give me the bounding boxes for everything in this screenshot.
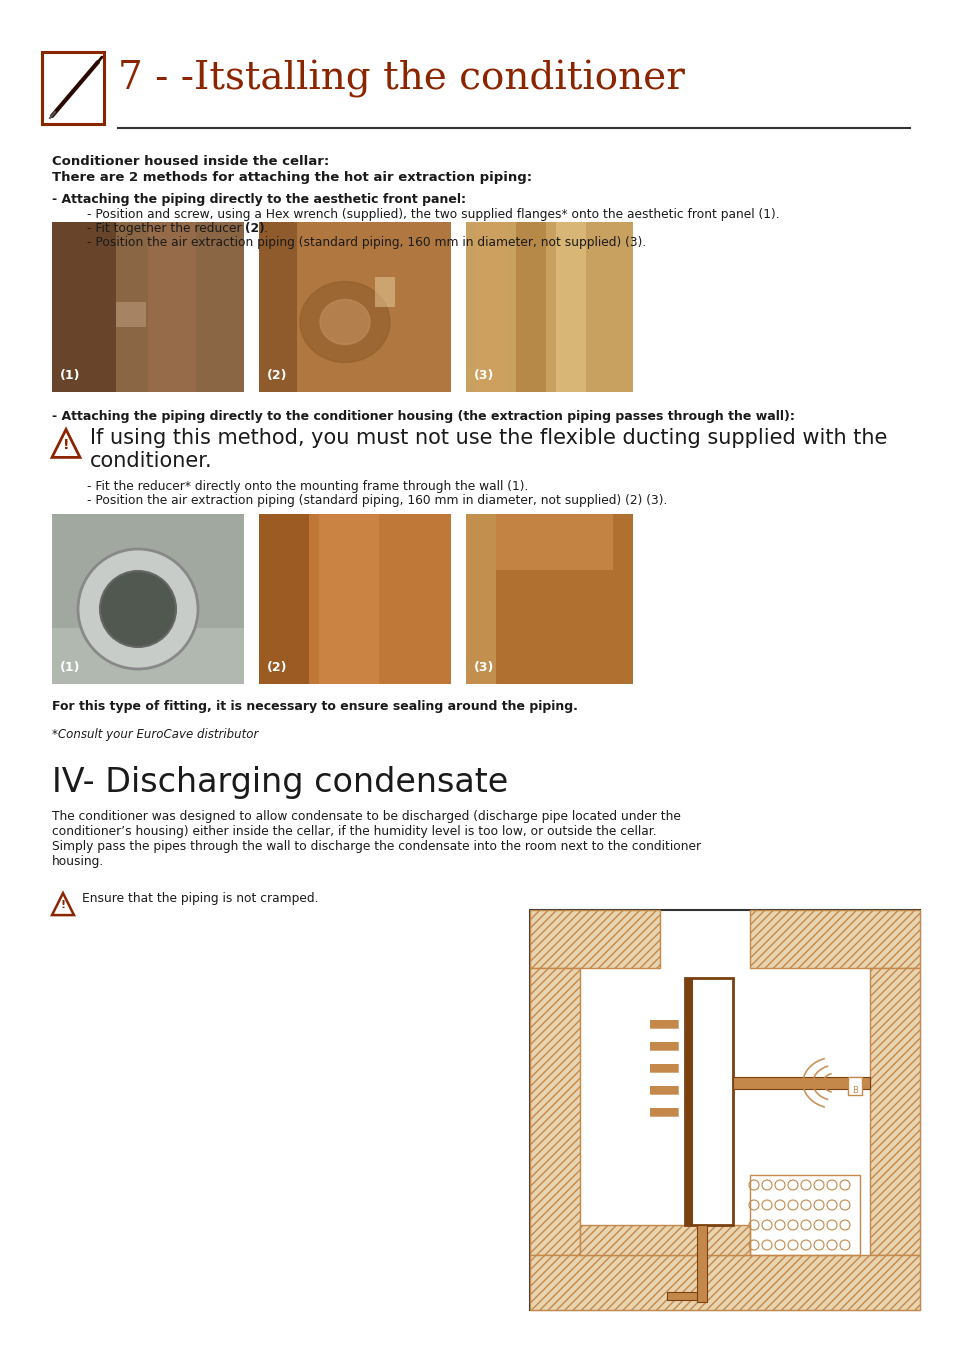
Bar xyxy=(732,1077,869,1089)
Bar xyxy=(318,514,378,684)
Text: (2): (2) xyxy=(267,369,287,382)
Text: !: ! xyxy=(63,437,70,452)
Text: conditioner.: conditioner. xyxy=(90,451,213,471)
Bar xyxy=(649,1085,678,1094)
Bar xyxy=(556,221,585,392)
Polygon shape xyxy=(319,300,370,344)
Bar xyxy=(375,277,395,306)
Bar xyxy=(52,221,116,392)
Bar xyxy=(579,1224,749,1256)
Bar xyxy=(684,977,692,1224)
Bar xyxy=(258,221,451,392)
Circle shape xyxy=(78,549,198,670)
Bar xyxy=(516,221,545,392)
Bar xyxy=(258,514,451,684)
Bar xyxy=(116,302,146,327)
Text: .: . xyxy=(264,221,268,235)
Bar xyxy=(749,1174,859,1256)
Text: housing.: housing. xyxy=(52,855,104,868)
Bar xyxy=(465,221,633,392)
Text: - Fit the reducer* directly onto the mounting frame through the wall (1).: - Fit the reducer* directly onto the mou… xyxy=(87,481,528,493)
Bar xyxy=(649,1108,678,1116)
Polygon shape xyxy=(300,282,390,363)
Text: For this type of fitting, it is necessary to ensure sealing around the piping.: For this type of fitting, it is necessar… xyxy=(52,701,578,713)
Bar xyxy=(465,514,633,684)
Text: !: ! xyxy=(60,900,66,910)
Text: (3): (3) xyxy=(474,662,494,674)
Text: Ensure that the piping is not cramped.: Ensure that the piping is not cramped. xyxy=(82,892,318,904)
Text: Conditioner housed inside the cellar:: Conditioner housed inside the cellar: xyxy=(52,155,329,167)
Bar xyxy=(649,1108,678,1116)
Bar xyxy=(258,221,296,392)
Bar xyxy=(666,1292,697,1300)
Bar xyxy=(148,221,195,392)
Bar xyxy=(530,968,579,1256)
Bar xyxy=(258,514,309,684)
Bar xyxy=(52,221,244,392)
Bar xyxy=(649,1064,678,1072)
Text: - Fit together the reducer: - Fit together the reducer xyxy=(87,221,245,235)
Text: B: B xyxy=(851,1085,857,1095)
Bar xyxy=(649,1042,678,1050)
Bar xyxy=(649,1021,678,1027)
Text: - Attaching the piping directly to the conditioner housing (the extraction pipin: - Attaching the piping directly to the c… xyxy=(52,410,794,423)
Bar xyxy=(42,53,104,124)
Circle shape xyxy=(100,571,175,647)
Bar xyxy=(52,628,244,684)
Text: (1): (1) xyxy=(60,662,80,674)
Text: conditioner’s housing) either inside the cellar, if the humidity level is too lo: conditioner’s housing) either inside the… xyxy=(52,825,656,838)
Text: If using this method, you must not use the flexible ducting supplied with the: If using this method, you must not use t… xyxy=(90,428,886,448)
Text: - Attaching the piping directly to the aesthetic front panel:: - Attaching the piping directly to the a… xyxy=(52,193,465,207)
Bar xyxy=(749,910,919,968)
Bar xyxy=(476,221,505,392)
Bar xyxy=(530,910,919,1310)
Bar xyxy=(649,1021,678,1027)
Text: (2): (2) xyxy=(267,662,287,674)
Text: - Position the air extraction piping (standard piping, 160 mm in diameter, not s: - Position the air extraction piping (st… xyxy=(87,236,645,248)
Text: - Position and screw, using a Hex wrench (supplied), the two supplied flanges* o: - Position and screw, using a Hex wrench… xyxy=(87,208,779,221)
Text: - Position the air extraction piping (standard piping, 160 mm in diameter, not s: - Position the air extraction piping (st… xyxy=(87,494,667,508)
Bar xyxy=(465,514,496,684)
Bar xyxy=(530,1256,919,1310)
Bar xyxy=(530,910,659,968)
Text: (3): (3) xyxy=(474,369,494,382)
Text: Simply pass the pipes through the wall to discharge the condensate into the room: Simply pass the pipes through the wall t… xyxy=(52,840,700,853)
Text: (2): (2) xyxy=(245,221,264,235)
Text: IV- Discharging condensate: IV- Discharging condensate xyxy=(52,765,508,799)
Bar xyxy=(697,1224,706,1301)
Text: The conditioner was designed to allow condensate to be discharged (discharge pip: The conditioner was designed to allow co… xyxy=(52,810,680,824)
Text: (1): (1) xyxy=(60,369,80,382)
Bar xyxy=(847,1077,862,1095)
Bar xyxy=(52,514,244,684)
Bar xyxy=(649,1042,678,1050)
Text: 7 - ­Itstalling the conditioner: 7 - ­Itstalling the conditioner xyxy=(118,59,684,99)
Text: *Consult your EuroCave distributor: *Consult your EuroCave distributor xyxy=(52,728,258,741)
Bar xyxy=(496,514,613,570)
Bar xyxy=(649,1085,678,1094)
Bar xyxy=(649,1064,678,1072)
Bar xyxy=(869,968,919,1256)
Bar xyxy=(684,977,732,1224)
Text: There are 2 methods for attaching the hot air extraction piping:: There are 2 methods for attaching the ho… xyxy=(52,171,532,184)
